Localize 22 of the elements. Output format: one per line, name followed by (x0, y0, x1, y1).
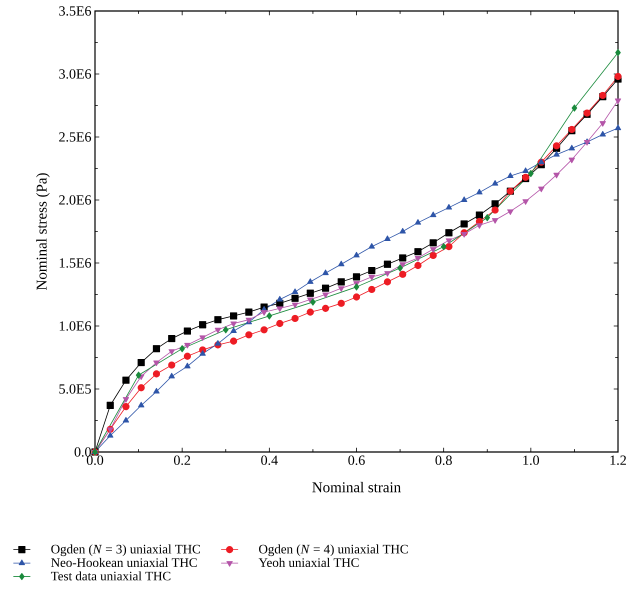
y-tick-label: 1.5E6 (60, 258, 92, 268)
y-tick-label: 0.0 (74, 447, 91, 457)
y-tick-label: 5.0E5 (59, 384, 91, 394)
y-tick-label: 3.0E6 (59, 69, 92, 79)
x-tick-label: 0.6 (348, 456, 365, 465)
x-tick-label: 0.4 (261, 456, 278, 465)
x-axis-title: Nominal strain (312, 482, 401, 492)
x-tick-label: 1.0 (523, 456, 540, 465)
legend-label: Neo-Hookean uniaxial THC (51, 558, 197, 567)
y-tick-label: 3.5E6 (59, 6, 92, 16)
x-tick-label: 1.2 (610, 456, 626, 465)
y-tick-label: 1.0E6 (60, 321, 92, 331)
y-tick-label: 2.5E6 (59, 132, 92, 142)
legend-label: Yeoh uniaxial THC (258, 558, 359, 567)
legend-label: Ogden (N = 3) uniaxial THC (51, 544, 200, 556)
y-tick-label: 2.0E6 (59, 195, 92, 205)
x-tick-label: 0.8 (435, 456, 452, 465)
y-axis-title: Nominal stress (Pa) (36, 173, 50, 290)
x-tick-label: 0.2 (174, 456, 190, 465)
legend-label: Test data uniaxial THC (50, 571, 170, 580)
legend-label: Ogden (N = 4) uniaxial THC (259, 544, 408, 556)
x-tick-label: 0.0 (86, 456, 104, 465)
